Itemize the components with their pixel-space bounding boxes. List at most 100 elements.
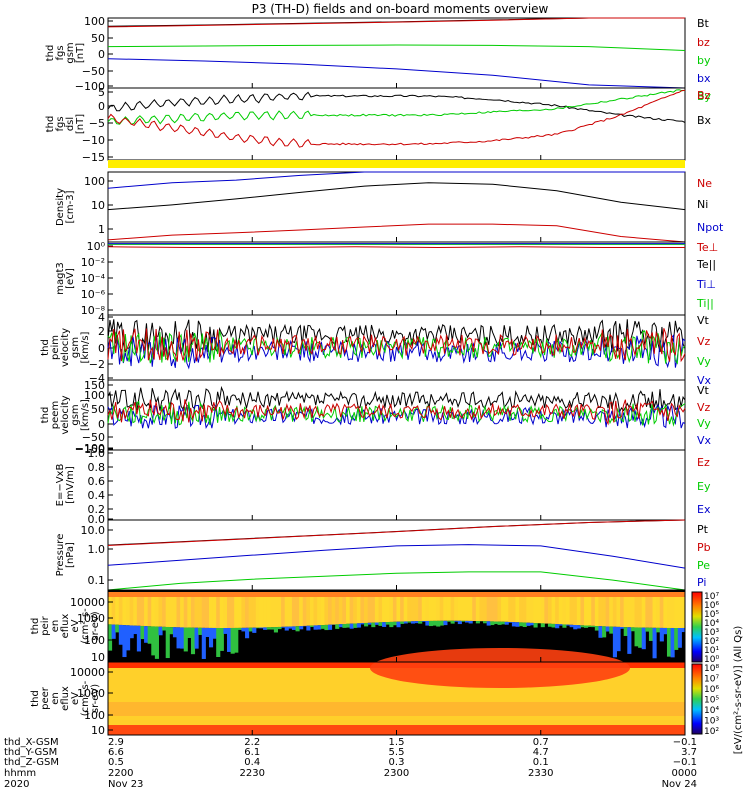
y-axis-label: thd [30, 618, 41, 635]
heatmap-cell [418, 592, 423, 622]
bottom-axis-value: 4.7 [533, 747, 549, 758]
heatmap-cell [392, 592, 397, 622]
y-axis-label: eflux [60, 614, 71, 639]
heatmap-cell [273, 592, 278, 628]
y-tick-label: 50 [91, 32, 105, 45]
heatmap-cell [612, 592, 617, 627]
heatmap-cell [663, 592, 668, 628]
series-fgs_dsl-By [107, 89, 686, 125]
heatmap-cell [331, 592, 336, 625]
heatmap-cell [443, 620, 448, 626]
heatmap-cell [382, 592, 387, 623]
panel-frame [107, 17, 686, 89]
y-axis-label: [km/s] [80, 331, 91, 363]
heatmap-cell [605, 592, 610, 627]
heatmap-cell [306, 592, 311, 626]
heatmap-cell [183, 592, 188, 628]
heatmap-cell [602, 626, 607, 638]
bottom-row-label: hhmm [4, 768, 36, 779]
heatmap-cell [234, 592, 239, 628]
heatmap-cell [558, 624, 563, 626]
series-density-Ne [107, 223, 686, 243]
heatmap-cell [457, 592, 462, 621]
heatmap-cell [115, 624, 120, 633]
heatmap-cell [436, 620, 441, 627]
heatmap-cell [219, 592, 224, 628]
series-temperature-Te⊥ [107, 246, 685, 249]
heatmap-cell [378, 592, 383, 623]
heatmap-cell [270, 592, 275, 628]
colorbars: 10⁷10⁶10⁵10⁴10³10²10¹10⁰10⁸10⁷10⁶10⁵10⁴1… [691, 591, 744, 754]
heatmap-cell [551, 592, 556, 624]
heatmap-cell [501, 592, 506, 622]
bottom-row-label: thd_Y-GSM [4, 747, 57, 758]
heatmap-cell [666, 592, 672, 628]
series-peem_velocity-Vz [107, 399, 686, 426]
bottom-axis-value: 2200 [108, 768, 133, 779]
heatmap-cell [385, 592, 390, 623]
heatmap-cell [457, 620, 462, 625]
panel-frame [107, 241, 686, 316]
heatmap-cell [421, 621, 426, 622]
y-tick-label: 0 [98, 418, 105, 431]
heatmap-cell [605, 626, 610, 632]
y-tick-label: 150 [84, 379, 105, 392]
heatmap-cell [309, 625, 315, 627]
heatmap-cell [504, 621, 509, 625]
heatmap-cell [670, 627, 675, 658]
legend-entry: Ni [697, 198, 708, 211]
legend-entry: by [697, 54, 711, 67]
heatmap-cell [208, 627, 214, 648]
heatmap-cell [529, 592, 535, 623]
heatmap-cell [324, 624, 329, 631]
y-tick-label: −15 [82, 151, 105, 164]
heatmap-cell [421, 592, 426, 622]
series-fgs_gsm-bz [107, 17, 685, 28]
heatmap-cell [338, 592, 343, 625]
legend-entry: Ti|| [696, 297, 714, 310]
y-tick-label: 10⁻² [81, 256, 105, 269]
series-peem_velocity-Vx [107, 404, 686, 429]
heatmap-cell [349, 623, 354, 629]
series-pressure-Pb [107, 519, 686, 546]
heatmap-cell [511, 622, 517, 627]
y-axis-label: (cm²-s- [80, 608, 91, 644]
heatmap-cell [587, 592, 592, 626]
heatmap-cell [259, 627, 264, 629]
y-tick-label: −100 [75, 80, 105, 93]
heatmap-cell [205, 592, 210, 628]
bottom-axis-value: 5.5 [389, 747, 405, 758]
heatmap-cell [432, 620, 437, 626]
legend-entry: Pt [697, 523, 709, 536]
heatmap-cell [573, 592, 578, 625]
heatmap-cell [248, 627, 253, 632]
heatmap-cell [659, 627, 664, 642]
heatmap-cell [266, 592, 271, 628]
heatmap-cell [126, 625, 131, 651]
heatmap-cell [674, 628, 679, 650]
legend-entry: Bt [697, 17, 710, 30]
y-axis-label: fgs [55, 116, 66, 131]
heatmap-cell [364, 592, 369, 623]
heatmap-cell [612, 626, 617, 658]
colorbar-tick: 10⁶ [704, 601, 719, 611]
heatmap-cell [147, 626, 152, 644]
heatmap-cell [360, 623, 365, 625]
y-tick-label: 0.2 [88, 503, 106, 516]
heatmap-cell [140, 592, 145, 626]
bottom-axis-value: 2330 [528, 768, 553, 779]
heatmap-cell [360, 592, 365, 624]
colorbar-bottom [691, 663, 703, 735]
y-axis-label: thd [30, 690, 41, 707]
heatmap-cell [327, 624, 333, 630]
heatmap-cell [180, 627, 185, 649]
heatmap-cell [652, 592, 657, 628]
heatmap-cell [584, 592, 589, 626]
heatmap-cell [129, 625, 134, 639]
heatmap-cell [616, 592, 621, 627]
heatmap-cell [154, 626, 159, 659]
y-tick-label: −2 [89, 358, 105, 371]
heatmap-cell [515, 622, 520, 627]
heatmap-cell [291, 592, 297, 627]
